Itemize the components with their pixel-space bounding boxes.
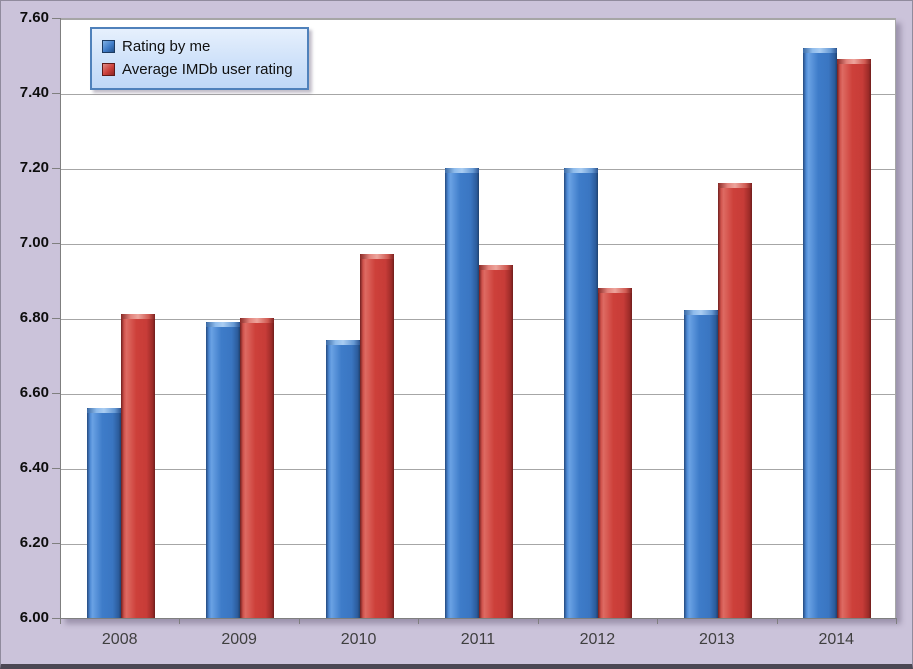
legend-label: Rating by me [122,38,211,55]
x-axis-tick [60,618,61,624]
bar-group-2012 [539,19,658,618]
bar-top-bevel [206,322,241,327]
y-axis-label: 7.60 [19,9,49,26]
bar-average-imdb-user-rating-2012 [598,288,633,618]
bar-top-bevel [444,168,479,173]
y-axis-label: 6.40 [19,459,49,476]
x-axis-label: 2014 [818,631,855,648]
y-axis-label: 6.20 [19,534,49,551]
bar-group-2011 [419,19,538,618]
x-axis-label: 2010 [340,631,377,648]
bar-top-bevel [837,59,872,64]
x-axis-tick [299,618,300,624]
bar-top-bevel [359,254,394,259]
legend-item-rating-by-me: Rating by me [102,35,293,58]
bar-average-imdb-user-rating-2009 [240,318,275,618]
x-axis-label: 2012 [579,631,616,648]
bar-top-bevel [86,408,121,413]
bar-rating-by-me-2012 [564,168,599,618]
bar-group-2014 [778,19,897,618]
bar-average-imdb-user-rating-2008 [120,314,155,618]
bar-group-2013 [658,19,777,618]
x-axis-label: 2009 [221,631,257,648]
bar-top-bevel [683,310,718,315]
y-axis-tick [52,318,60,319]
x-axis-tick [777,618,778,624]
plot-area [60,18,896,619]
gridline [61,19,895,20]
legend-marker-blue-icon [102,40,115,53]
y-axis-tick [52,543,60,544]
bar-top-bevel [120,314,155,319]
bar-top-bevel [717,183,752,188]
x-axis-tick [538,618,539,624]
x-axis-label: 2008 [101,631,138,648]
x-axis-tick [896,618,897,624]
y-axis-tick [52,18,60,19]
bar-rating-by-me-2008 [86,408,121,618]
bar-average-imdb-user-rating-2010 [359,254,394,618]
bar-average-imdb-user-rating-2011 [478,265,513,618]
x-axis-tick [418,618,419,624]
bar-rating-by-me-2013 [683,310,718,618]
y-axis-label: 7.20 [19,159,49,176]
bar-average-imdb-user-rating-2013 [717,183,752,618]
gridline [61,94,895,95]
x-axis-label: 2013 [699,631,735,648]
y-axis-tick [52,168,60,169]
bar-group-2010 [300,19,419,618]
bar-rating-by-me-2010 [325,340,360,618]
bar-average-imdb-user-rating-2014 [837,59,872,618]
x-axis-label: 2011 [460,631,496,648]
y-axis-tick [52,468,60,469]
bar-group-2009 [180,19,299,618]
bar-group-2008 [61,19,180,618]
legend: Rating by me Average IMDb user rating [90,27,309,90]
legend-marker-red-icon [102,63,115,76]
bar-top-bevel [325,340,360,345]
bar-top-bevel [803,48,838,53]
y-axis-label: 7.00 [19,234,49,251]
y-axis-tick [52,93,60,94]
y-axis-tick [52,393,60,394]
bar-rating-by-me-2014 [803,48,838,618]
bar-top-bevel [564,168,599,173]
bar-top-bevel [598,288,633,293]
y-axis-tick [52,618,60,619]
x-axis-tick [179,618,180,624]
x-axis-line [60,618,897,619]
bar-rating-by-me-2011 [444,168,479,618]
y-axis-tick [52,243,60,244]
legend-item-average-imdb-user-rating: Average IMDb user rating [102,58,293,81]
legend-label: Average IMDb user rating [122,61,293,78]
y-axis-label: 6.80 [19,309,49,326]
bar-rating-by-me-2009 [206,322,241,618]
y-axis-label: 6.60 [19,384,49,401]
bar-top-bevel [478,265,513,270]
y-axis-line [60,18,61,619]
y-axis-label: 7.40 [19,84,49,101]
x-axis-tick [657,618,658,624]
y-axis-label: 6.00 [19,609,49,626]
bar-top-bevel [240,318,275,323]
